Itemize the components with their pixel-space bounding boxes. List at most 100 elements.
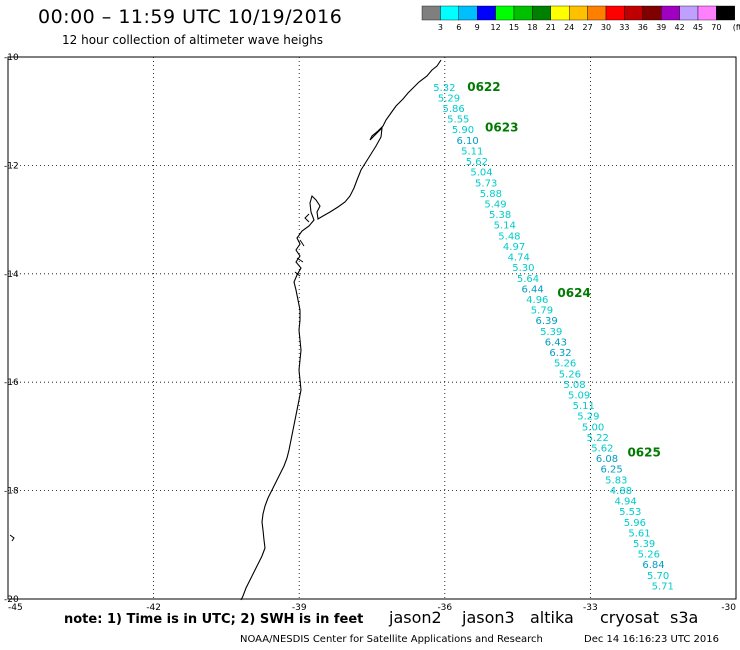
colorbar-swatch <box>716 5 736 21</box>
footer-credit: NOAA/NESDIS Center for Satellite Applica… <box>240 634 543 645</box>
swh-value: 5.11 <box>461 146 483 157</box>
colorbar-swatch <box>495 5 515 21</box>
lat-tick-label: -20 <box>4 595 19 605</box>
swh-value: 5.55 <box>447 115 469 126</box>
colorbar-tick: 3 <box>438 23 443 32</box>
swh-value: 5.09 <box>568 390 590 401</box>
lon-tick-label: -33 <box>583 603 598 613</box>
pass-labels: 0622 0623 0624 0625 <box>467 80 661 460</box>
colorbar-tick: 24 <box>564 23 574 32</box>
lat-tick-label: -10 <box>4 53 19 63</box>
lat-tick-label: -18 <box>4 487 19 497</box>
pass-label: 0622 <box>467 80 500 94</box>
swh-value: 5.30 <box>512 263 534 274</box>
swh-track-labels: 5.325.295.865.555.906.105.115.625.045.73… <box>433 83 674 593</box>
swh-value: 6.08 <box>596 454 618 465</box>
colorbar-tick: 42 <box>675 23 685 32</box>
colorbar-swatch <box>440 5 459 21</box>
legend-s3a: s3a <box>670 608 699 627</box>
swh-value: 5.53 <box>619 507 641 518</box>
swh-value: 6.10 <box>456 136 478 147</box>
colorbar-tick: 15 <box>509 23 519 32</box>
swh-value: 5.39 <box>540 327 562 338</box>
colorbar-swatch <box>624 5 644 21</box>
legend-jason2: jason2 <box>389 608 442 627</box>
colorbar-swatch <box>513 5 533 21</box>
swh-value: 6.39 <box>535 316 557 327</box>
swh-value: 5.86 <box>443 104 465 115</box>
colorbar-swatch <box>661 5 680 21</box>
swh-value: 5.14 <box>494 221 516 232</box>
swh-value: 6.25 <box>601 465 623 476</box>
swh-value: 5.26 <box>559 369 581 380</box>
colorbar-swatch <box>605 5 625 21</box>
legend-cryosat: cryosat <box>600 608 660 627</box>
swh-value: 5.00 <box>582 422 604 433</box>
footer-timestamp: Dec 14 16:16:23 UTC 2016 <box>584 634 719 645</box>
swh-value: 5.26 <box>638 550 660 561</box>
colorbar-tick: 12 <box>491 23 501 32</box>
swh-value: 5.64 <box>517 274 539 285</box>
swh-value: 4.74 <box>508 253 530 264</box>
swh-value: 5.62 <box>466 157 488 168</box>
swh-value: 5.04 <box>470 168 492 179</box>
colorbar-tick: 39 <box>656 23 666 32</box>
colorbar-swatch <box>569 5 588 21</box>
swh-value: 4.88 <box>610 486 632 497</box>
colorbar-swatch <box>550 5 570 21</box>
colorbar-swatch <box>477 5 496 21</box>
swh-value: 5.29 <box>577 412 599 423</box>
swh-value: 5.88 <box>480 189 502 200</box>
colorbar-swatch <box>458 5 478 21</box>
colorbar-swatch <box>697 5 717 21</box>
colorbar-swatch <box>642 5 662 21</box>
swh-colorbar <box>421 5 736 21</box>
units-note: note: 1) Time is in UTC; 2) SWH is in fe… <box>64 612 364 627</box>
swh-value: 5.73 <box>475 178 497 189</box>
colorbar-tick: 9 <box>475 23 480 32</box>
axis-tick-labels: -10 -12 -14 -16 -18 -20-45 -42 -39 -36 -33 -30 <box>4 53 736 613</box>
colorbar-tick: 45 <box>693 23 703 32</box>
swh-value: 5.71 <box>652 581 674 592</box>
lat-lon-grid <box>8 57 736 599</box>
lon-tick-label: -42 <box>146 603 161 613</box>
lon-tick-label: -36 <box>437 603 452 613</box>
legend-jason3: jason3 <box>462 608 515 627</box>
lat-tick-label: -14 <box>4 270 19 280</box>
swh-value: 5.79 <box>531 306 553 317</box>
swh-value: 5.38 <box>489 210 511 221</box>
swh-value: 6.44 <box>522 284 544 295</box>
swh-value: 5.90 <box>452 125 474 136</box>
colorbar-tick: 33 <box>619 23 629 32</box>
lat-tick-label: -16 <box>4 378 19 388</box>
swh-value: 6.84 <box>642 560 664 571</box>
pass-label: 0623 <box>485 120 518 134</box>
swh-value: 5.70 <box>647 571 669 582</box>
lon-tick-label: -30 <box>721 603 736 613</box>
swh-value: 5.22 <box>587 433 609 444</box>
swh-value: 4.94 <box>614 497 636 508</box>
swh-value: 4.96 <box>526 295 548 306</box>
swh-value: 6.43 <box>545 337 567 348</box>
swh-value: 5.08 <box>563 380 585 391</box>
colorbar-tick: 6 <box>456 23 461 32</box>
pass-label: 0625 <box>627 446 660 460</box>
colorbar-tick: 27 <box>583 23 593 32</box>
swh-value: 5.29 <box>438 93 460 104</box>
swh-value: 5.26 <box>554 359 576 370</box>
swh-value: 5.83 <box>605 475 627 486</box>
colorbar-tick: 70 <box>711 23 721 32</box>
lon-tick-label: -45 <box>8 603 23 613</box>
legend-altika: altika <box>530 608 574 627</box>
swh-value: 5.48 <box>498 231 520 242</box>
colorbar-tick: 30 <box>601 23 611 32</box>
swh-value: 6.32 <box>549 348 571 359</box>
page-subtitle: 12 hour collection of altimeter wave hei… <box>62 33 324 47</box>
colorbar-swatch <box>532 5 552 21</box>
swh-value: 5.49 <box>484 200 506 211</box>
pass-label: 0624 <box>557 286 590 300</box>
colorbar-swatch <box>587 5 607 21</box>
coastline <box>240 59 442 601</box>
